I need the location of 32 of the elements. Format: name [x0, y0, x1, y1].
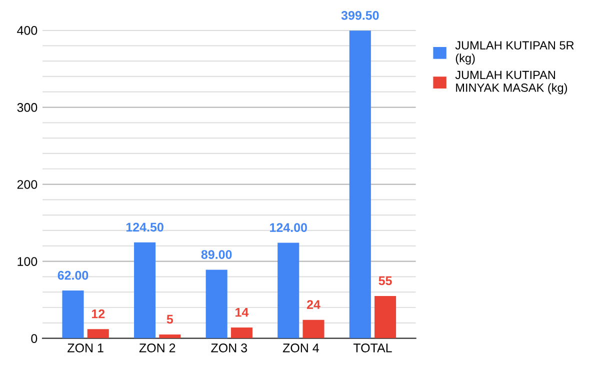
data-label: 12 [92, 309, 105, 318]
bar [134, 242, 156, 338]
legend-label: JUMLAH KUTIPAN 5R (kg) [455, 41, 574, 65]
bar [62, 290, 84, 338]
bar [206, 270, 228, 338]
data-label: 14 [236, 308, 249, 317]
y-tick-label: 200 [17, 180, 38, 189]
data-label: 124.00 [270, 223, 307, 232]
y-tick-label: 400 [17, 26, 38, 35]
bar [374, 296, 396, 338]
bar [302, 320, 324, 338]
x-tick-label: ZON 3 [211, 344, 247, 352]
x-tick-label: ZON 1 [68, 344, 104, 352]
data-label: 399.50 [341, 10, 379, 20]
bar [230, 328, 252, 338]
data-label: 5 [166, 314, 174, 324]
x-tick-label: ZON 4 [282, 344, 319, 352]
data-label: 55 [378, 276, 392, 286]
data-label: 124.50 [126, 222, 164, 232]
bar [349, 30, 371, 338]
data-label: 24 [306, 300, 320, 309]
bar [278, 242, 300, 338]
data-label: 62.00 [58, 270, 88, 280]
bar [159, 334, 181, 338]
x-tick-label: TOTAL [353, 344, 392, 352]
bar [87, 329, 109, 338]
y-tick-label: 0 [31, 334, 38, 343]
y-tick-label: 100 [18, 257, 38, 266]
y-tick-label: 300 [17, 103, 38, 112]
legend-label: JUMLAH KUTIPAN MINYAK MASAK (kg) [455, 70, 568, 94]
x-tick-label: ZON 2 [139, 344, 176, 352]
data-label: 89.00 [201, 250, 232, 259]
